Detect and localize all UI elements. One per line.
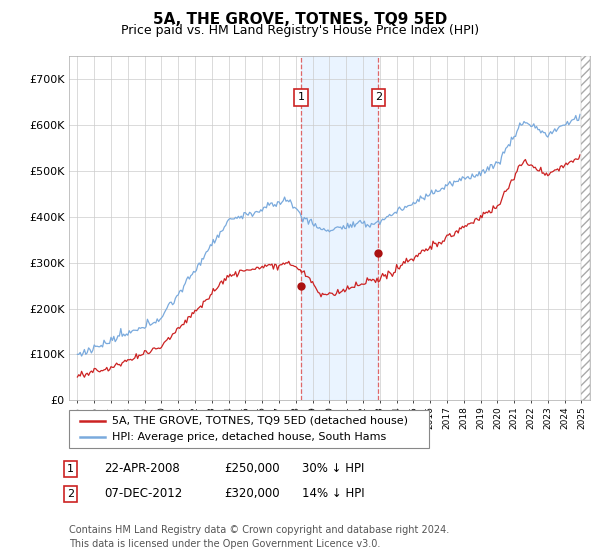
Text: 2: 2 — [375, 92, 382, 102]
Text: £320,000: £320,000 — [224, 487, 280, 501]
Text: 30% ↓ HPI: 30% ↓ HPI — [302, 462, 364, 475]
Text: HPI: Average price, detached house, South Hams: HPI: Average price, detached house, Sout… — [112, 432, 386, 442]
Text: £250,000: £250,000 — [224, 462, 280, 475]
Text: 14% ↓ HPI: 14% ↓ HPI — [302, 487, 364, 501]
Text: 22-APR-2008: 22-APR-2008 — [104, 462, 179, 475]
Bar — [581, 56, 590, 400]
Text: 5A, THE GROVE, TOTNES, TQ9 5ED: 5A, THE GROVE, TOTNES, TQ9 5ED — [153, 12, 447, 27]
Bar — [301, 56, 379, 400]
Text: 5A, THE GROVE, TOTNES, TQ9 5ED (detached house): 5A, THE GROVE, TOTNES, TQ9 5ED (detached… — [112, 416, 408, 426]
Text: 07-DEC-2012: 07-DEC-2012 — [104, 487, 182, 501]
Text: 2: 2 — [67, 489, 74, 499]
FancyBboxPatch shape — [69, 410, 429, 448]
Text: Contains HM Land Registry data © Crown copyright and database right 2024.
This d: Contains HM Land Registry data © Crown c… — [69, 525, 449, 549]
Text: 1: 1 — [67, 464, 74, 474]
Text: Price paid vs. HM Land Registry's House Price Index (HPI): Price paid vs. HM Land Registry's House … — [121, 24, 479, 36]
Text: 1: 1 — [298, 92, 305, 102]
